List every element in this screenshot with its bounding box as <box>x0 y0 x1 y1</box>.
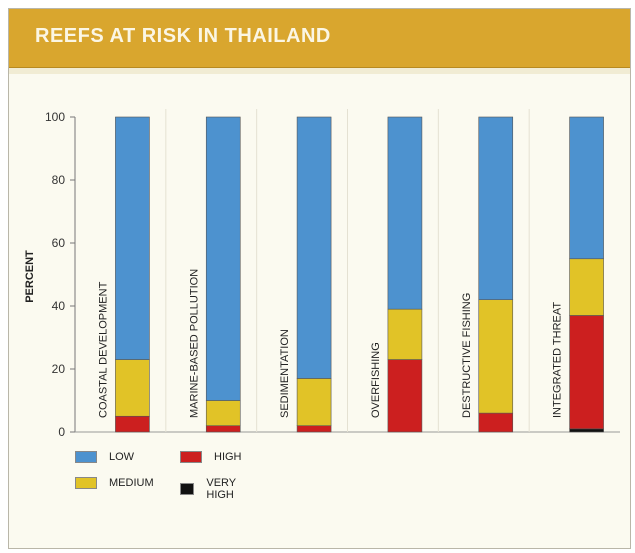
bar-segment-medium <box>478 299 514 414</box>
bar-segment-low <box>478 116 514 300</box>
legend-swatch <box>75 477 97 489</box>
bar-segment-low <box>115 116 150 360</box>
bar-segment-low <box>569 116 604 260</box>
category-label: COASTAL DEVELOPMENT <box>97 281 109 418</box>
category-label: INTEGRATED THREAT <box>552 302 564 418</box>
bar-segment-high <box>296 425 332 433</box>
bar-segment-low <box>296 116 332 379</box>
category-label: DESTRUCTIVE FISHING <box>461 293 473 418</box>
y-tick-label: 40 <box>52 299 66 313</box>
title-stripe <box>9 68 630 74</box>
legend-item-very-high: VERY HIGH <box>180 477 244 501</box>
y-tick-label: 60 <box>52 236 66 250</box>
bar-segment-very-high <box>569 428 604 433</box>
bar-segment-medium <box>296 378 332 427</box>
y-tick-label: 0 <box>58 425 65 439</box>
bar-segment-high <box>115 415 150 433</box>
legend-label: VERY HIGH <box>206 477 236 501</box>
legend-swatch <box>75 451 97 463</box>
bar-segment-high <box>205 425 241 433</box>
legend-label: LOW <box>109 451 135 463</box>
bar-segment-high <box>478 412 514 433</box>
legend-item-medium: MEDIUM <box>75 477 154 489</box>
bar-segment-low <box>205 116 241 401</box>
chart-title: REEFS AT RISK IN THAILAND <box>35 25 331 47</box>
y-tick-label: 100 <box>45 110 65 124</box>
title-bar: REEFS AT RISK IN THAILAND <box>9 9 630 68</box>
category-label: MARINE-BASED POLLUTION <box>188 269 200 418</box>
chart-frame: REEFS AT RISK IN THAILAND <box>8 8 631 549</box>
bar-segment-high <box>387 359 423 433</box>
legend-swatch <box>180 483 195 495</box>
category-label: SEDIMENTATION <box>279 329 291 418</box>
legend-label: MEDIUM <box>109 477 154 489</box>
bar-segment-high <box>569 315 604 430</box>
legend-item-high: HIGH <box>180 451 242 463</box>
y-axis-title: PERCENT <box>24 250 36 303</box>
bar-segment-medium <box>115 359 150 417</box>
bar-segment-medium <box>205 400 241 427</box>
y-tick-label: 20 <box>52 362 66 376</box>
bar-segment-low <box>387 116 423 310</box>
bar-segment-medium <box>387 308 423 360</box>
legend-label: HIGH <box>214 451 242 463</box>
bar-segment-medium <box>569 258 604 316</box>
legend-item-low: LOW <box>75 451 134 463</box>
category-label: OVERFISHING <box>370 342 382 418</box>
legend-swatch <box>180 451 202 463</box>
y-tick-label: 80 <box>52 173 66 187</box>
